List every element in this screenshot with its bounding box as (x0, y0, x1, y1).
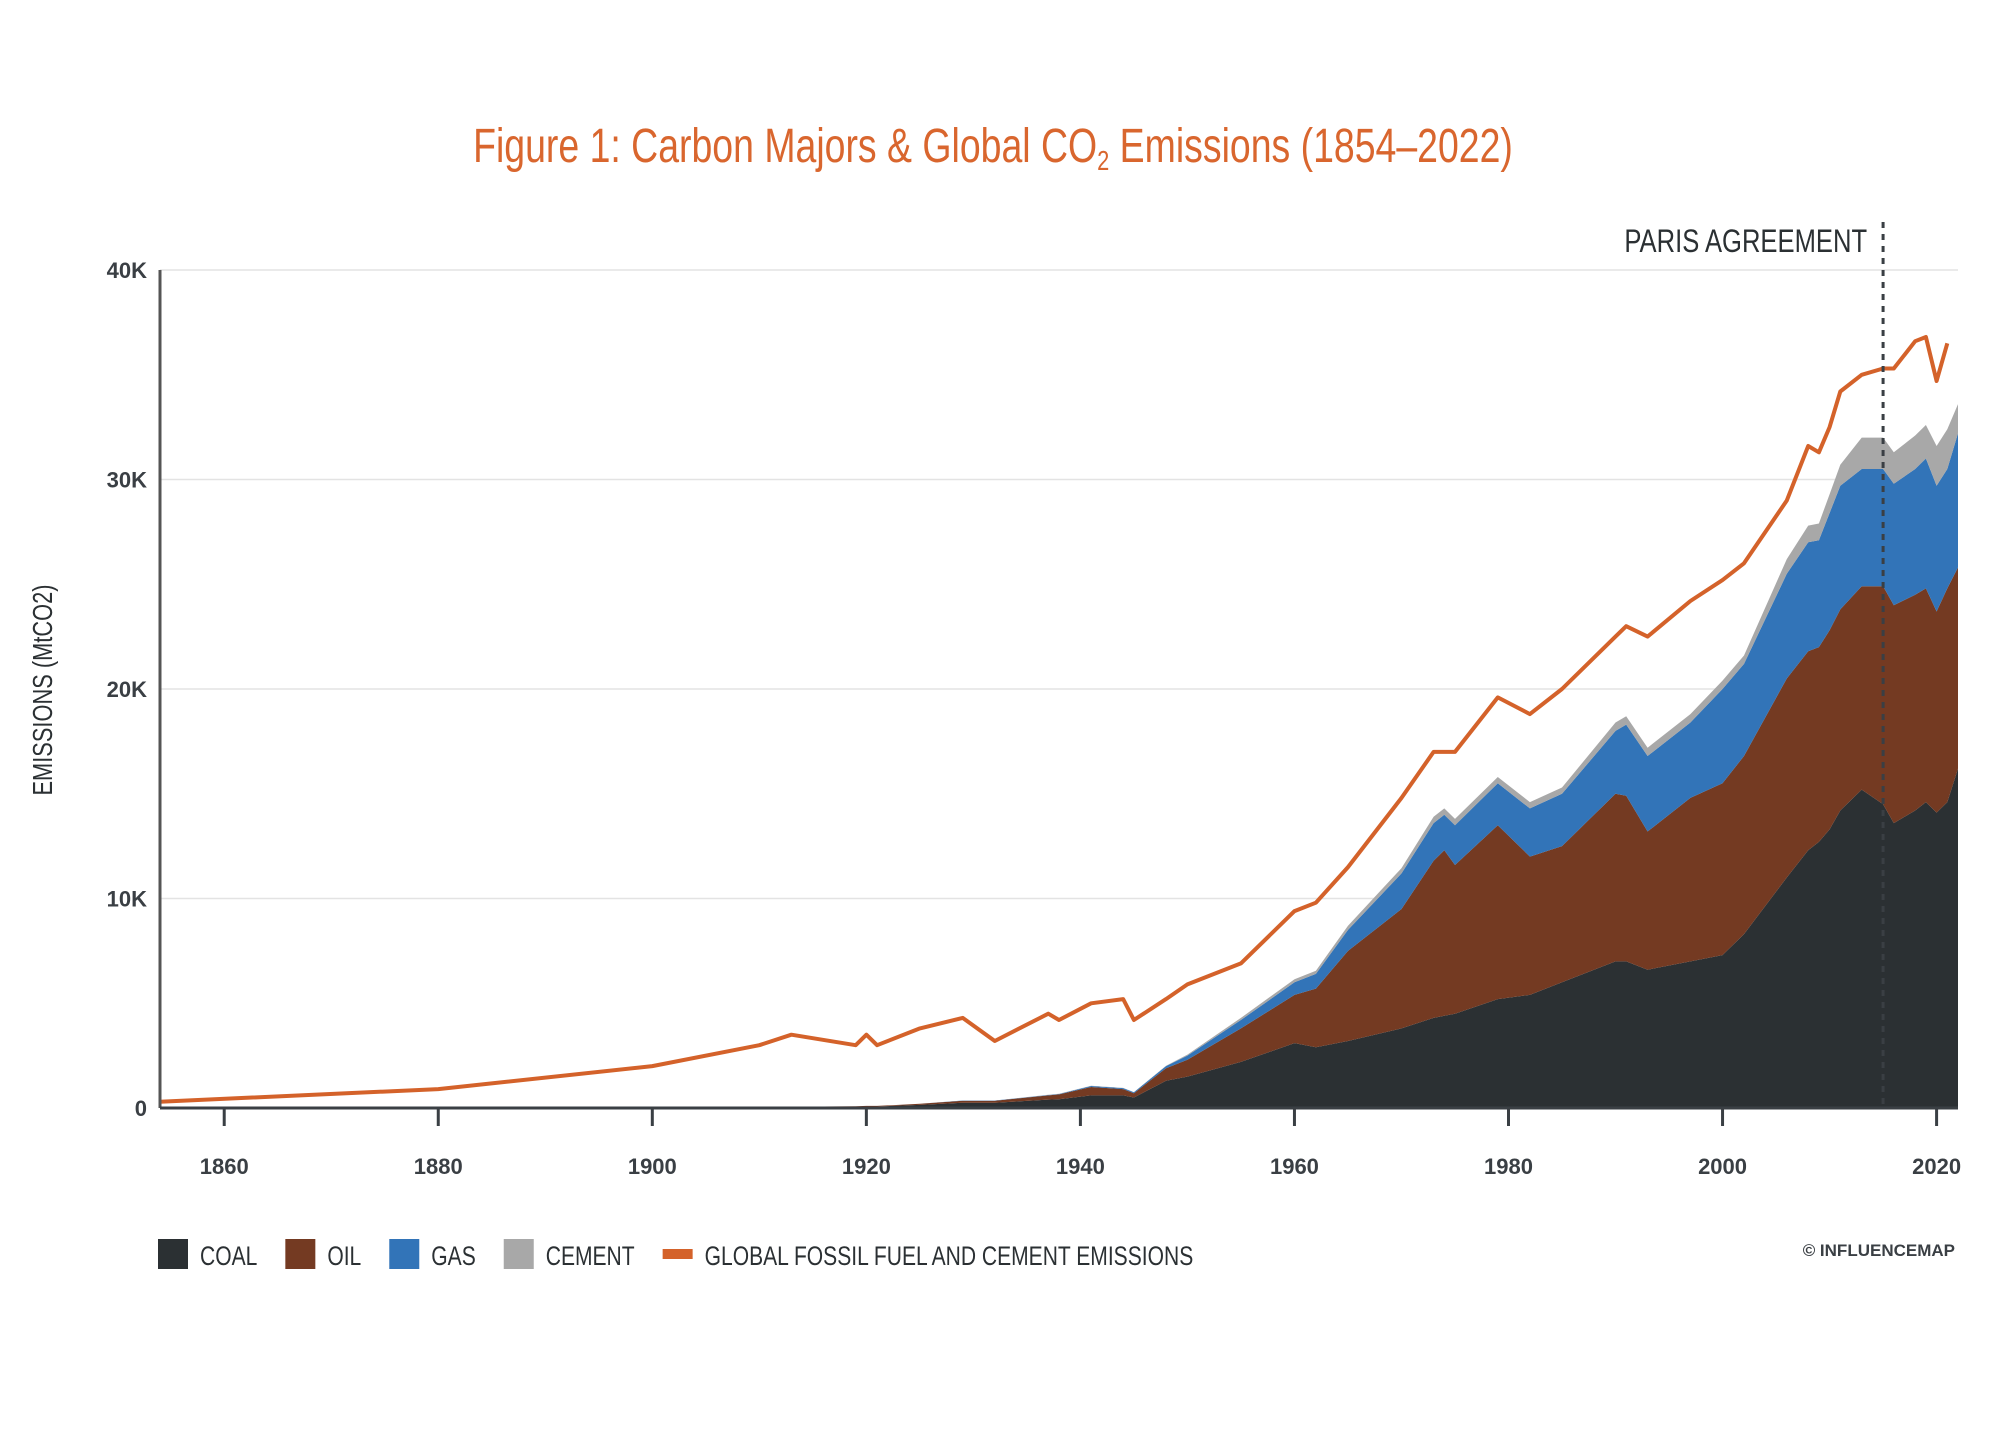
legend-swatch-line (662, 1249, 693, 1259)
legend-swatch (158, 1239, 188, 1269)
y-tick-label: 30K (107, 468, 147, 493)
global-emissions-line (159, 335, 1950, 1104)
legend-swatch (503, 1239, 534, 1269)
x-tick-label: 1940 (1056, 1154, 1105, 1179)
x-tick-label: 1980 (1484, 1154, 1533, 1179)
global-line-layer (159, 335, 1950, 1104)
y-tick-label: 20K (107, 677, 147, 702)
legend-label: GLOBAL FOSSIL FUEL AND CEMENT EMISSIONS (705, 1242, 1194, 1272)
y-axis-label: EMISSIONS (MtCO2) (27, 584, 58, 795)
y-tick-label: 10K (107, 887, 147, 912)
paris-annotation: PARIS AGREEMENT (1624, 222, 1885, 1108)
axes: 0 10K 20K 30K 40K 1860 1880 1900 1920 1940 1960 198… (107, 258, 1961, 1179)
x-tick-label: 2020 (1912, 1154, 1961, 1179)
legend-label: COAL (200, 1242, 257, 1272)
x-tick-label: 1880 (414, 1154, 463, 1179)
title-subscript: 2 (1097, 145, 1109, 176)
legend: COAL OIL GAS CEMENT GLOBAL FOSSIL FUEL AND C… (158, 1239, 1193, 1272)
x-tick-label: 1900 (628, 1154, 677, 1179)
legend-swatch (389, 1239, 420, 1269)
x-tick-label: 1860 (200, 1154, 249, 1179)
legend-swatch (285, 1239, 316, 1269)
x-tick-label: 2000 (1698, 1154, 1747, 1179)
legend-label: GAS (431, 1242, 475, 1272)
y-tick-label: 0 (135, 1096, 147, 1121)
area-oil (160, 567, 1958, 1108)
area-coal (160, 768, 1958, 1108)
chart-title: Figure 1: Carbon Majors & Global CO2 Emi… (473, 120, 1513, 177)
legend-label: OIL (327, 1242, 361, 1272)
y-tick-label: 40K (107, 258, 147, 283)
x-tick-label: 1920 (842, 1154, 891, 1179)
legend-label: CEMENT (546, 1242, 635, 1272)
x-tick-label: 1960 (1270, 1154, 1319, 1179)
paris-agreement-label: PARIS AGREEMENT (1624, 224, 1867, 259)
stacked-areas (160, 404, 1958, 1109)
area-gas (160, 433, 1958, 1108)
credit: © INFLUENCEMAP (1803, 1241, 1955, 1260)
